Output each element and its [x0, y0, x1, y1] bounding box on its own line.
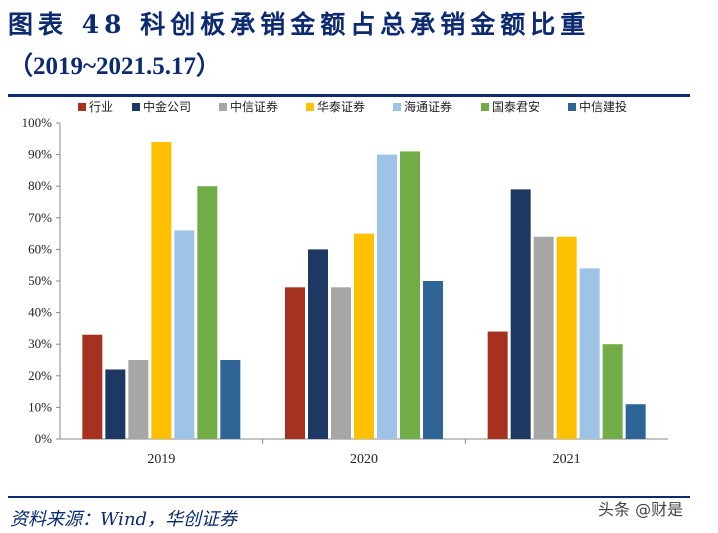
bar — [533, 236, 554, 439]
legend-swatch — [481, 103, 489, 111]
y-tick-label: 10% — [28, 399, 52, 414]
bar — [285, 287, 305, 439]
x-tick-label: 2019 — [147, 452, 175, 467]
y-tick-label: 50% — [28, 273, 52, 288]
bar — [331, 287, 351, 439]
bar — [82, 334, 103, 439]
bar — [197, 186, 218, 439]
legend-swatch — [568, 103, 576, 111]
y-tick-label: 60% — [28, 241, 52, 256]
legend-swatch — [393, 103, 401, 111]
legend-label: 行业 — [89, 100, 113, 114]
y-tick-label: 70% — [28, 210, 52, 225]
source-note: 资料来源：Wind，华创证券 — [10, 509, 238, 530]
bar — [128, 360, 149, 439]
legend-label: 海通证券 — [404, 99, 452, 114]
x-tick-label: 2021 — [553, 452, 581, 467]
legend-label: 国泰君安 — [492, 99, 540, 114]
y-tick-label: 40% — [28, 305, 52, 320]
legend-label: 中信建投 — [579, 99, 627, 114]
legend-label: 华泰证券 — [317, 99, 365, 114]
bar — [579, 268, 600, 439]
legend-label: 中金公司 — [143, 99, 191, 114]
y-tick-label: 20% — [28, 368, 52, 383]
chart-title: 图表 48 科创板承销金额占总承销金额比重 （2019~2021.5.17） — [8, 4, 708, 88]
bar — [174, 230, 195, 439]
legend-swatch — [219, 103, 227, 111]
watermark: 头条 @财是 — [598, 500, 684, 519]
bar — [625, 404, 646, 439]
bar — [354, 233, 374, 439]
y-tick-label: 90% — [28, 147, 52, 162]
y-tick-label: 30% — [28, 336, 52, 351]
bar — [510, 189, 531, 439]
bar — [556, 236, 577, 439]
bar — [151, 141, 172, 439]
top-rule — [8, 94, 690, 97]
bar — [220, 360, 241, 439]
legend-swatch — [132, 103, 140, 111]
bar — [377, 154, 397, 439]
y-tick-label: 80% — [28, 178, 52, 193]
bar — [105, 369, 126, 439]
bar — [308, 249, 328, 439]
bar — [602, 344, 623, 439]
title-line-1: 图表 48 科创板承销金额占总承销金额比重 — [8, 10, 591, 39]
legend-swatch — [78, 103, 86, 111]
bottom-rule — [8, 496, 690, 498]
y-tick-label: 0% — [35, 431, 53, 446]
bar — [487, 331, 508, 439]
title-line-2: （2019~2021.5.17） — [8, 53, 222, 80]
legend-swatch — [306, 103, 314, 111]
legend-label: 中信证券 — [230, 99, 278, 114]
bar — [400, 151, 420, 439]
x-tick-label: 2020 — [350, 452, 378, 467]
y-tick-label: 100% — [22, 115, 53, 130]
bar — [423, 281, 443, 439]
